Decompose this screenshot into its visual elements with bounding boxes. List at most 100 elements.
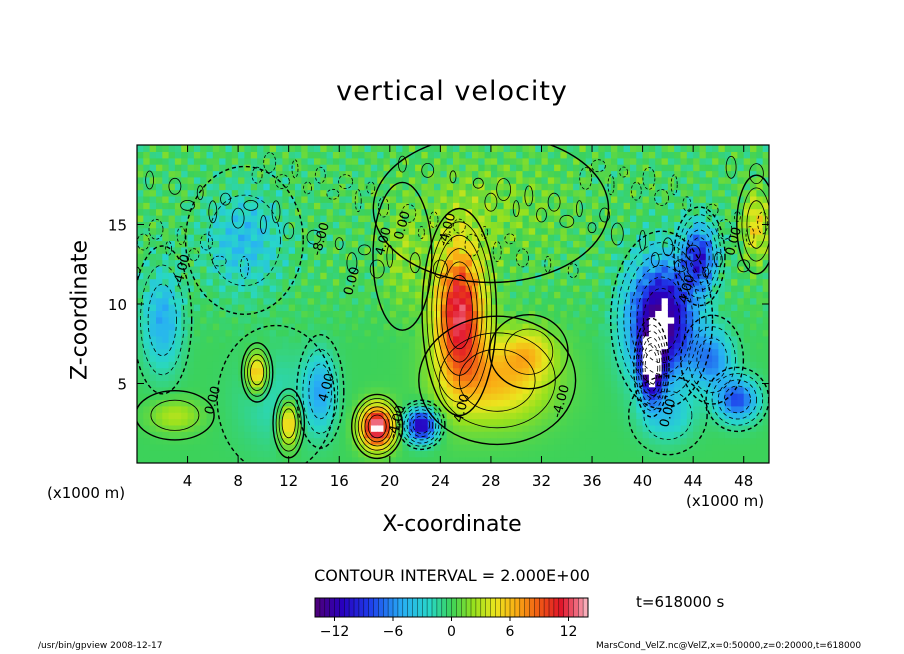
heat-cell: [617, 297, 625, 305]
heat-cell: [674, 176, 682, 184]
heat-cell: [421, 374, 429, 381]
heat-cell: [648, 284, 656, 292]
heat-cell: [560, 157, 568, 165]
heat-cell: [339, 145, 347, 152]
heat-cell: [598, 189, 606, 197]
heat-cell: [238, 176, 245, 184]
heat-cell: [453, 176, 460, 184]
heat-cell: [762, 170, 769, 178]
heat-cell: [705, 316, 713, 324]
heat-cell: [541, 202, 549, 210]
heat-cell: [206, 278, 214, 286]
heat-cell: [724, 195, 732, 203]
heat-cell: [547, 221, 555, 229]
heat-cell: [509, 310, 517, 318]
heat-cell: [168, 221, 176, 229]
heat-cell: [250, 437, 258, 445]
heat-cell: [364, 354, 372, 362]
heat-cell: [478, 202, 486, 210]
heat-cell: [276, 323, 283, 331]
heat-cell: [326, 253, 334, 261]
heat-cell: [712, 284, 719, 292]
heat-cell: [743, 348, 751, 356]
heat-cell: [389, 234, 397, 241]
heat-cell: [263, 316, 271, 324]
heat-cell: [307, 323, 315, 331]
heat-cell: [762, 297, 769, 305]
heat-cell: [750, 284, 757, 292]
heat-cell: [674, 431, 682, 439]
heat-cell: [174, 183, 182, 191]
heat-cell: [554, 164, 561, 172]
heat-cell: [623, 195, 631, 203]
heat-cell: [370, 443, 378, 451]
heat-cell: [497, 412, 505, 420]
heat-cell: [750, 354, 757, 362]
heat-cell: [193, 234, 201, 241]
heat-cell: [503, 170, 511, 178]
heat-cell: [250, 354, 258, 362]
heat-cell: [686, 418, 694, 426]
heat-cell: [718, 183, 726, 191]
heat-cell: [301, 310, 309, 318]
heat-cell: [579, 342, 587, 350]
heat-cell: [263, 253, 271, 261]
heat-cell: [617, 240, 625, 248]
heat-cell: [579, 354, 587, 362]
heat-cell: [604, 265, 612, 273]
heat-cell: [193, 284, 201, 292]
heat-cell: [307, 456, 315, 463]
heat-cell: [421, 386, 429, 394]
heat-cell: [472, 405, 479, 413]
heat-cell: [547, 208, 555, 216]
heat-cell: [611, 202, 618, 210]
heat-cell: [503, 348, 511, 356]
heat-cell: [181, 170, 189, 178]
heat-cell: [187, 240, 195, 248]
heat-cell: [282, 151, 290, 159]
heat-cell: [358, 215, 366, 222]
heat-cell: [642, 393, 650, 400]
heat-cell: [686, 151, 694, 159]
heat-cell: [686, 431, 694, 439]
heat-cell: [516, 335, 524, 343]
heat-cell: [301, 265, 309, 273]
heat-cell: [705, 272, 713, 280]
heat-cell: [396, 386, 403, 394]
heat-cell: [642, 195, 650, 203]
heat-cell: [427, 227, 435, 235]
heat-cell: [453, 310, 460, 318]
heat-cell: [535, 450, 543, 458]
heat-cell: [724, 176, 732, 184]
heat-cell: [326, 246, 334, 254]
heat-cell: [231, 291, 239, 299]
heat-cell: [314, 304, 321, 311]
heat-cell: [598, 164, 606, 172]
heat-cell: [598, 284, 606, 292]
heat-cell: [490, 380, 498, 388]
heat-cell: [301, 195, 309, 203]
heat-cell: [225, 418, 233, 426]
heat-cell: [509, 424, 517, 432]
heat-cell: [611, 208, 618, 216]
heat-cell: [497, 170, 505, 178]
heat-cell: [276, 310, 283, 318]
heat-cell: [244, 424, 252, 432]
heat-cell: [636, 450, 644, 458]
heat-cell: [705, 202, 713, 210]
heat-cell: [522, 176, 530, 184]
heat-cell: [238, 316, 245, 324]
heat-cell: [585, 189, 593, 197]
heat-cell: [579, 151, 587, 159]
heat-cell: [314, 335, 321, 343]
heat-cell: [200, 412, 208, 420]
heat-cell: [389, 189, 397, 197]
heat-cell: [162, 145, 170, 152]
heat-cell: [693, 412, 701, 420]
heat-cell: [705, 164, 713, 172]
heat-cell: [579, 443, 587, 451]
heat-cell: [434, 259, 441, 267]
heat-cell: [623, 227, 631, 235]
heat-cell: [490, 164, 498, 172]
heat-cell: [288, 170, 296, 178]
